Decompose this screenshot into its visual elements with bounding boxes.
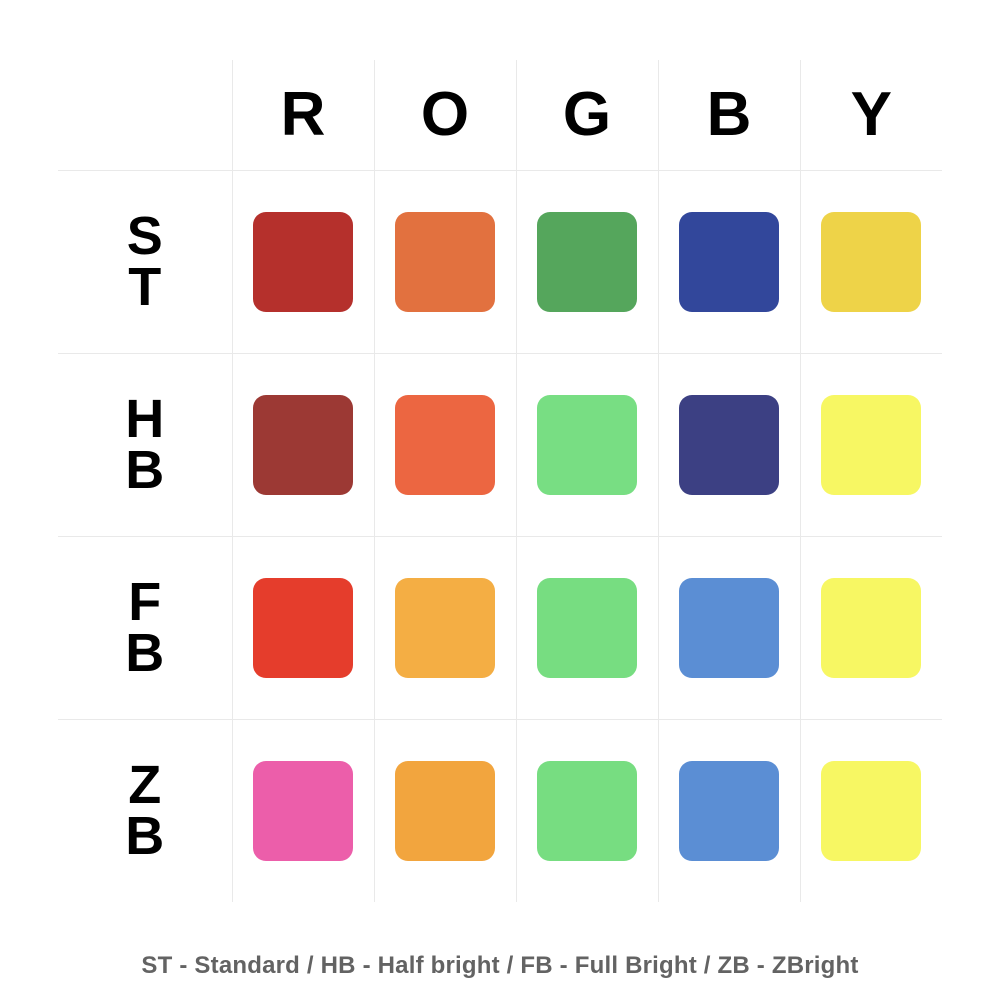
swatch-cell-st-o [373, 170, 517, 354]
row-header-fb-line1: F [128, 571, 162, 632]
swatch-cell-zb-y [799, 719, 942, 902]
swatch-zb-green [537, 761, 637, 861]
swatch-cell-zb-b [657, 719, 801, 902]
row-header-zb: Z B [58, 719, 233, 902]
column-header-blue: B [657, 60, 801, 171]
swatch-cell-st-y [799, 170, 942, 354]
swatch-cell-fb-g [515, 536, 659, 720]
swatch-zb-blue [679, 761, 779, 861]
corner-cell [58, 60, 233, 171]
swatch-st-green [537, 212, 637, 312]
swatch-cell-fb-y [799, 536, 942, 720]
swatch-cell-hb-r [231, 353, 375, 537]
row-header-zb-line2: B [125, 806, 165, 866]
column-header-yellow: Y [799, 60, 942, 171]
swatch-hb-blue [679, 395, 779, 495]
row-header-fb: F B [58, 536, 233, 720]
swatch-cell-fb-o [373, 536, 517, 720]
swatch-hb-orange [395, 395, 495, 495]
row-header-st: S T [58, 170, 233, 354]
row-header-fb-line2: B [125, 623, 165, 683]
table-row: H B [58, 353, 942, 537]
row-header-st-line2: T [128, 257, 162, 317]
swatch-st-orange [395, 212, 495, 312]
swatch-hb-green [537, 395, 637, 495]
swatch-st-red [253, 212, 353, 312]
table-row: F B [58, 536, 942, 720]
swatch-fb-orange [395, 578, 495, 678]
swatch-cell-fb-r [231, 536, 375, 720]
row-header-zb-line1: Z [128, 754, 162, 815]
swatch-cell-hb-b [657, 353, 801, 537]
column-header-row: R O G B Y [58, 60, 942, 171]
row-header-hb-line1: H [125, 388, 165, 449]
column-header-orange: O [373, 60, 517, 171]
column-header-red: R [231, 60, 375, 171]
table-row: Z B [58, 719, 942, 902]
row-header-st-line1: S [126, 205, 163, 266]
swatch-cell-hb-g [515, 353, 659, 537]
swatch-zb-red [253, 761, 353, 861]
swatch-hb-red [253, 395, 353, 495]
swatch-cell-st-g [515, 170, 659, 354]
swatch-cell-zb-o [373, 719, 517, 902]
swatch-hb-yellow [821, 395, 922, 495]
swatch-fb-yellow [821, 578, 922, 678]
row-header-hb: H B [58, 353, 233, 537]
swatch-grid: R O G B Y S T [58, 60, 942, 902]
swatch-zb-yellow [821, 761, 922, 861]
swatch-zb-orange [395, 761, 495, 861]
swatch-fb-green [537, 578, 637, 678]
swatch-cell-st-r [231, 170, 375, 354]
swatch-cell-hb-y [799, 353, 942, 537]
swatch-cell-st-b [657, 170, 801, 354]
row-header-hb-line2: B [125, 440, 165, 500]
swatch-st-blue [679, 212, 779, 312]
column-header-green: G [515, 60, 659, 171]
swatch-cell-zb-r [231, 719, 375, 902]
swatch-fb-red [253, 578, 353, 678]
legend-caption: ST - Standard / HB - Half bright / FB - … [141, 952, 859, 979]
swatch-cell-zb-g [515, 719, 659, 902]
swatch-cell-hb-o [373, 353, 517, 537]
table-row: S T [58, 170, 942, 354]
swatch-st-yellow [821, 212, 922, 312]
swatch-fb-blue [679, 578, 779, 678]
swatch-cell-fb-b [657, 536, 801, 720]
